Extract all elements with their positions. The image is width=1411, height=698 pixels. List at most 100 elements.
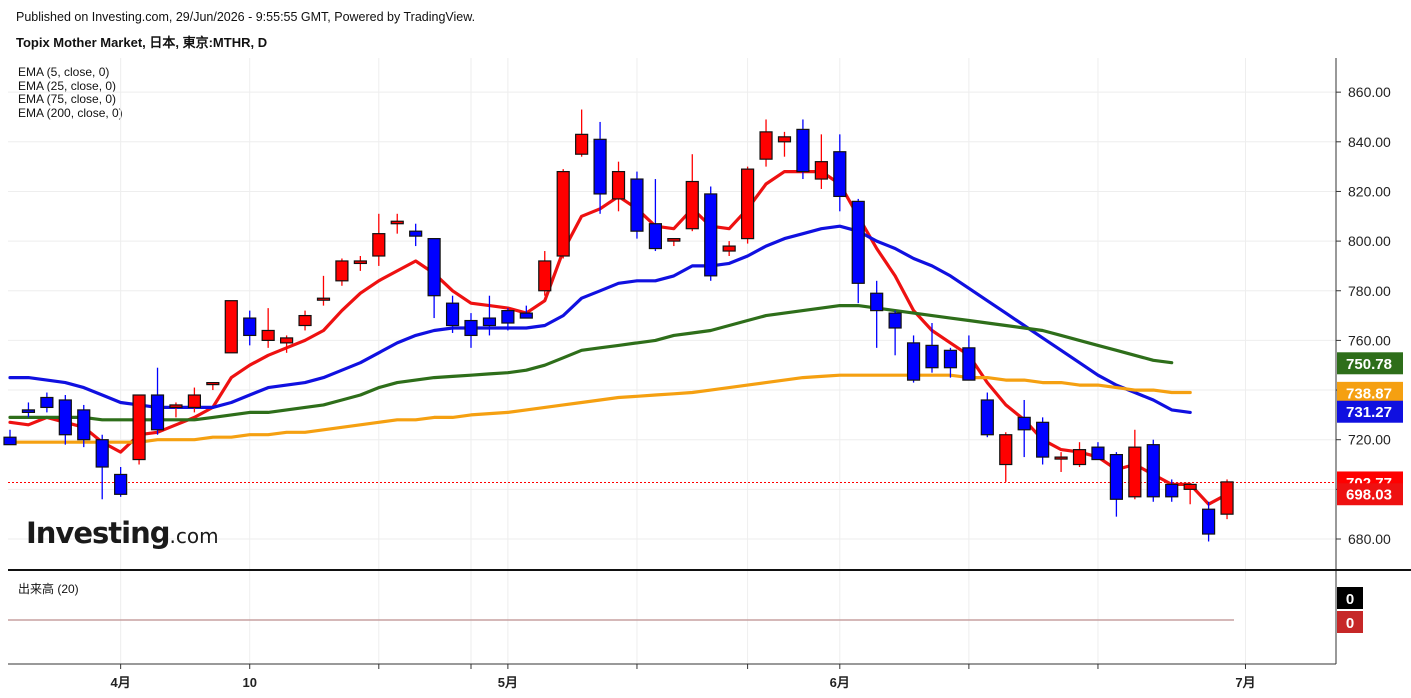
price-label-box: [1337, 352, 1403, 375]
candle-body: [1072, 449, 1087, 466]
candle-body: [243, 317, 257, 337]
candle-body: [722, 245, 736, 252]
legend-ema75[interactable]: EMA (75, close, 0): [18, 92, 117, 106]
y-tick-label: 800.00: [1348, 233, 1391, 249]
candle-body: [77, 409, 91, 441]
y-tick-label: 720.00: [1348, 432, 1391, 448]
ema-line-3: [8, 373, 1192, 444]
candle-body: [980, 399, 994, 436]
logo-suffix: .com: [169, 524, 219, 548]
price-label-text: 698.03: [1346, 487, 1392, 504]
ema-line-2: [8, 304, 1174, 422]
candle-body: [1183, 483, 1197, 490]
candle-body: [648, 223, 663, 250]
candle-body: [21, 409, 36, 413]
candle-body: [409, 230, 423, 237]
candle-body: [759, 131, 773, 160]
candle-body: [575, 133, 589, 155]
y-tick-label: 760.00: [1348, 332, 1391, 348]
candle-body: [280, 337, 294, 344]
candle-body: [833, 151, 847, 198]
ema-line-1: [8, 224, 1192, 414]
x-tick-label: 10: [242, 675, 256, 690]
price-label-box: [1337, 400, 1403, 423]
candle-body: [851, 200, 865, 284]
candle-body: [316, 297, 331, 301]
candle-body: [1220, 481, 1234, 515]
candle-body: [593, 138, 607, 195]
price-label-box: [1337, 381, 1403, 404]
candle-body: [777, 136, 792, 143]
x-tick-label: 6月: [830, 675, 850, 690]
candle-body: [814, 161, 828, 180]
y-tick-label: 840.00: [1348, 134, 1391, 150]
volume-value-box: [1337, 587, 1363, 609]
candle-body: [704, 193, 718, 277]
candle-body: [187, 394, 201, 409]
candle-body: [464, 319, 478, 337]
legend-ema200[interactable]: EMA (200, close, 0): [18, 105, 123, 120]
candle-body: [3, 436, 17, 446]
volume-value-box: [1337, 611, 1363, 633]
candle-body: [870, 292, 884, 312]
chart-title: Topix Mother Market, 日本, 東京:MTHR, D: [16, 35, 268, 50]
candle-body: [999, 434, 1013, 466]
candle-body: [740, 168, 755, 240]
candle-body: [224, 300, 238, 354]
legend-ema5[interactable]: EMA (5, close, 0): [18, 65, 110, 79]
volume-value-text: 0: [1346, 591, 1354, 608]
candle-body: [1017, 416, 1031, 431]
candle-body: [40, 396, 54, 409]
grid: [8, 58, 1336, 664]
candle-body: [114, 473, 128, 495]
volume-indicator-label[interactable]: 出来高 (20): [18, 582, 79, 596]
candle-body: [390, 220, 404, 225]
candle-body: [962, 347, 976, 381]
candle-body: [58, 399, 72, 436]
price-label-text: 738.87: [1346, 385, 1392, 402]
candle-body: [1036, 421, 1050, 458]
candle-body: [796, 128, 810, 173]
y-tick-label: 820.00: [1348, 183, 1391, 199]
candle-body: [372, 233, 386, 257]
investing-logo: Investing.com: [26, 516, 219, 550]
price-label-text: 750.78: [1346, 356, 1392, 373]
candle-body: [888, 312, 902, 329]
axes: 680.00700.00720.00740.00760.00780.00800.…: [8, 58, 1411, 690]
logo-main: Investing: [26, 516, 170, 550]
volume-value-text: 0: [1346, 615, 1354, 632]
price-label-box: [1337, 483, 1403, 506]
candle-body: [667, 238, 681, 242]
candle-body: [1165, 483, 1179, 498]
candle-body: [482, 317, 497, 327]
candle-body: [1054, 456, 1068, 460]
candle-body: [630, 178, 644, 232]
candle-body: [298, 314, 312, 327]
candle-body: [132, 394, 146, 461]
candle-body: [206, 382, 220, 386]
candle-body: [1109, 453, 1124, 500]
candle-body: [335, 260, 349, 282]
x-tick-label: 4月: [111, 675, 131, 690]
candle-body: [519, 312, 533, 319]
candle-body: [611, 170, 626, 200]
candle-body: [943, 349, 958, 369]
candle-body: [1146, 444, 1160, 498]
candle-body: [1128, 446, 1142, 498]
y-tick-label: 780.00: [1348, 283, 1391, 299]
candle-body: [1091, 446, 1105, 461]
candle-body: [95, 439, 109, 468]
candle-body: [906, 342, 921, 381]
candle-body: [169, 404, 183, 409]
candle-body: [925, 344, 939, 369]
candle-body: [538, 260, 552, 292]
legend-ema25[interactable]: EMA (25, close, 0): [18, 78, 117, 93]
y-tick-label: 680.00: [1348, 531, 1391, 547]
candle-body: [501, 310, 515, 324]
candle-body: [556, 170, 570, 257]
x-tick-label: 5月: [498, 675, 518, 690]
candle-body: [353, 260, 367, 265]
candle-body: [261, 329, 275, 342]
